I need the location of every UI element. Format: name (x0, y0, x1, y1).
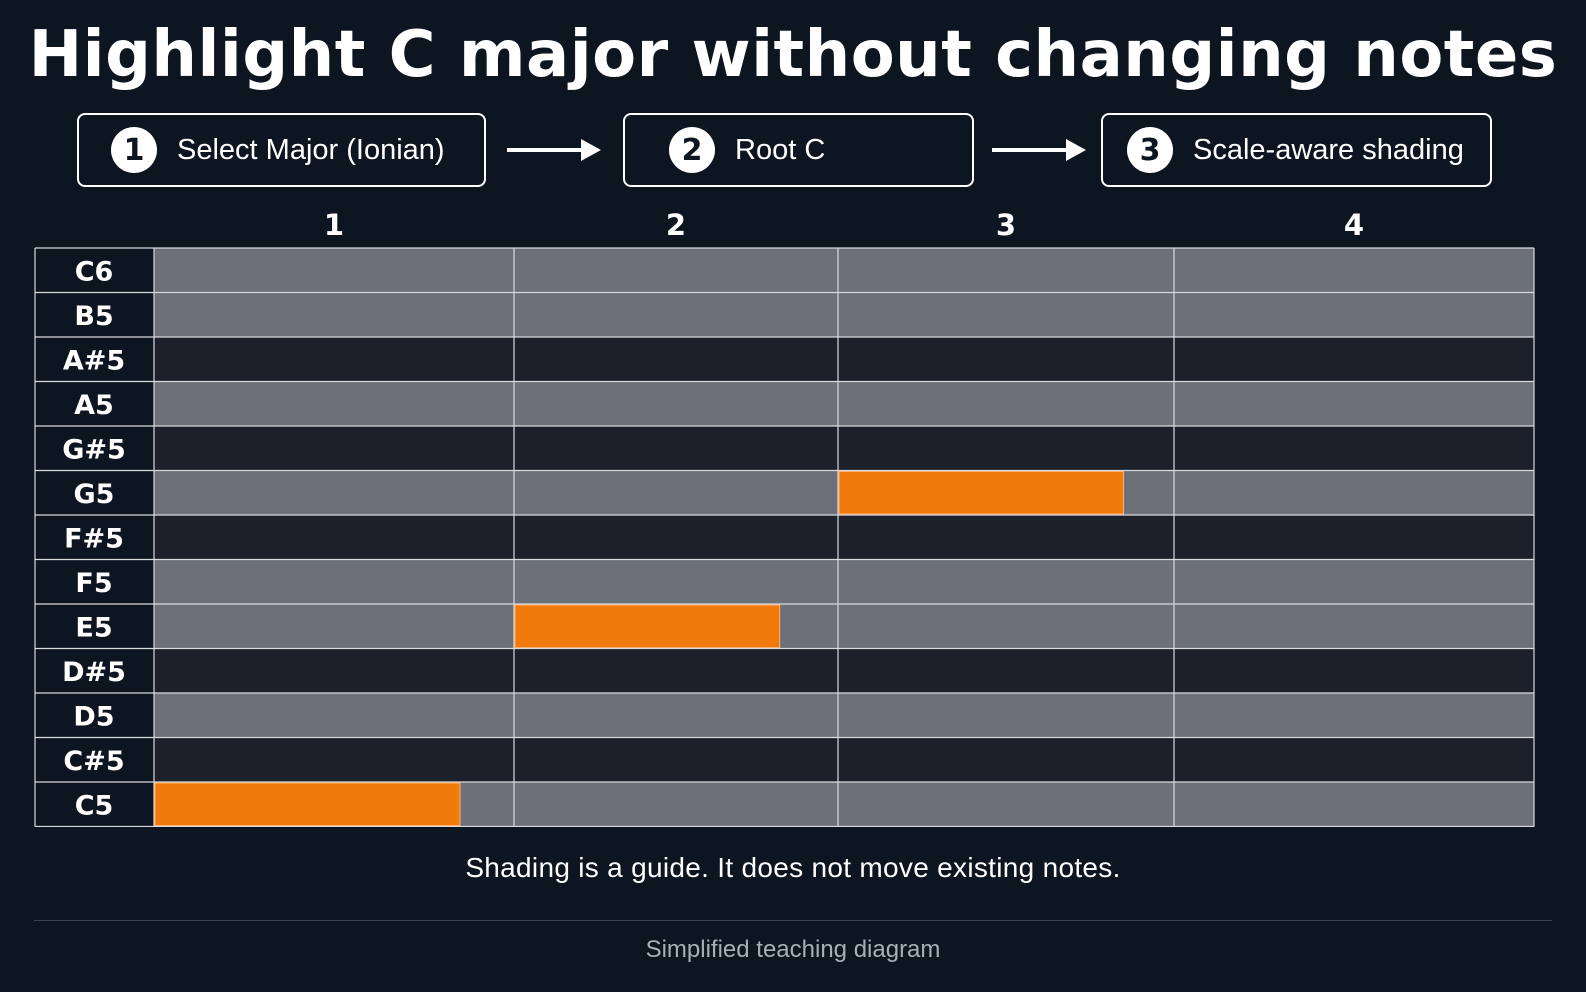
note-block-g5[interactable] (838, 471, 1125, 515)
scale-row-shaded (154, 248, 1534, 293)
arrow-right-icon (992, 139, 1086, 161)
pitch-label: B5 (74, 301, 113, 332)
step-1-number: 1 (111, 127, 157, 173)
beat-label-2: 2 (665, 208, 687, 242)
step-2-box: 2 Root C (623, 113, 974, 187)
step-3-box: 3 Scale-aware shading (1101, 113, 1492, 187)
pitch-label: D#5 (62, 657, 126, 688)
scale-row-shaded (154, 604, 1534, 649)
pitch-label: C#5 (63, 746, 124, 777)
pitch-label-cell (35, 292, 154, 337)
scale-row-unshaded (154, 515, 1534, 560)
scale-row-shaded (154, 559, 1534, 604)
arrow-right-icon (507, 139, 601, 161)
pitch-label: E5 (75, 612, 112, 643)
beat-label-1: 1 (323, 208, 345, 242)
scale-row-unshaded (154, 737, 1534, 782)
step-2-number: 2 (669, 127, 715, 173)
scale-row-unshaded (154, 648, 1534, 693)
scale-row-shaded (154, 292, 1534, 337)
pitch-label-cell (35, 381, 154, 426)
pitch-label-cell (35, 426, 154, 471)
pitch-label: F#5 (64, 523, 124, 554)
piano-roll-grid: C6 B5 A#5 A5 G#5 G5 F#5 F5 E5 D#5 D5 C#5 C5 (34, 247, 1535, 827)
pitch-label-cell (35, 737, 154, 782)
pitch-label-cell (35, 782, 154, 827)
step-1-label: Select Major (Ionian) (177, 133, 445, 166)
diagram-title: Highlight C major without changing notes (28, 18, 1558, 92)
pitch-label-cell (35, 470, 154, 515)
scale-row-unshaded (154, 426, 1534, 471)
pitch-label: F5 (75, 568, 112, 599)
pitch-label: D5 (73, 701, 114, 732)
pitch-label-cell (35, 337, 154, 382)
scale-row-unshaded (154, 337, 1534, 382)
note-block-e5[interactable] (514, 604, 781, 648)
footer-note: Simplified teaching diagram (645, 936, 941, 963)
step-3-label: Scale-aware shading (1193, 133, 1464, 166)
beat-label-3: 3 (995, 208, 1017, 242)
pitch-label: A#5 (63, 345, 125, 376)
scale-row-shaded (154, 381, 1534, 426)
beat-label-4: 4 (1343, 208, 1365, 242)
pitch-label-cell (35, 693, 154, 738)
pitch-label: A5 (74, 390, 114, 421)
scale-row-shaded (154, 693, 1534, 738)
divider (34, 920, 1552, 921)
step-1-box: 1 Select Major (Ionian) (77, 113, 486, 187)
pitch-label: C5 (75, 790, 114, 821)
step-3-number: 3 (1127, 127, 1173, 173)
pitch-label: C6 (75, 256, 114, 287)
pitch-label: G#5 (62, 434, 126, 465)
pitch-label-cell (35, 248, 154, 293)
pitch-label: G5 (74, 479, 115, 510)
pitch-label-cell (35, 604, 154, 649)
note-block-c5[interactable] (154, 782, 461, 826)
pitch-label-cell (35, 648, 154, 693)
pitch-label-cell (35, 559, 154, 604)
caption: Shading is a guide. It does not move exi… (465, 852, 1121, 883)
step-2-label: Root C (735, 133, 826, 166)
pitch-label-cell (35, 515, 154, 560)
